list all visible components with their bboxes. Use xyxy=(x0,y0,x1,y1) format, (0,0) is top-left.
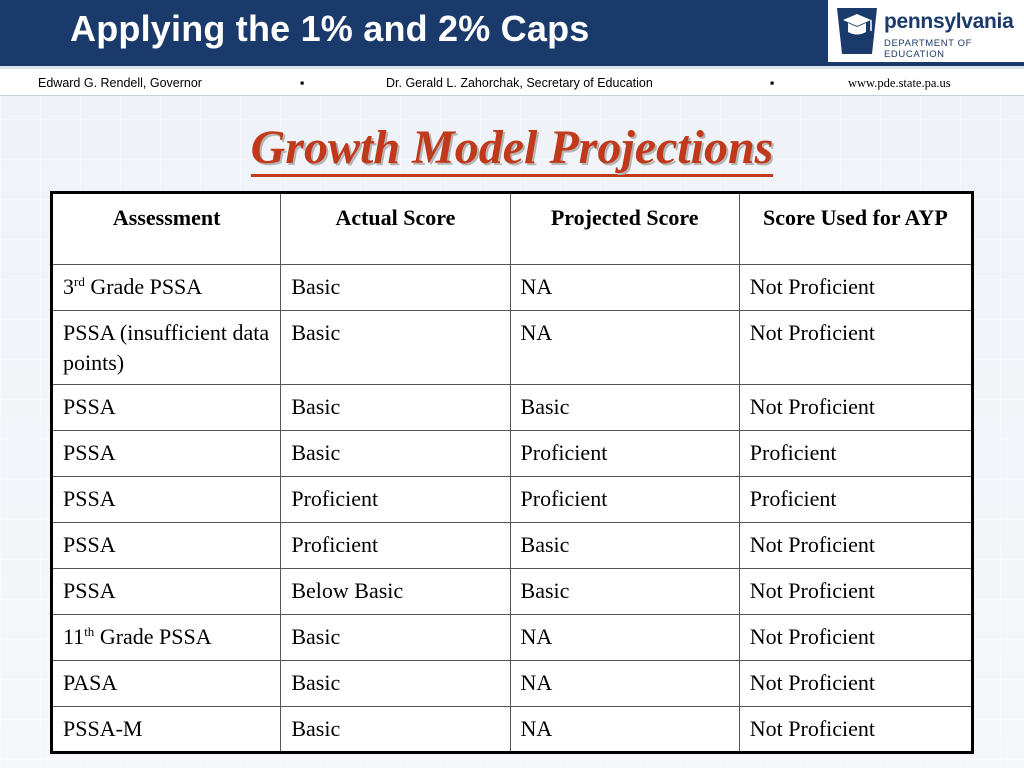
page-heading: Growth Model Projections xyxy=(0,120,1024,177)
separator-bullet: ▪ xyxy=(770,76,775,90)
secretary-credit: Dr. Gerald L. Zahorchak, Secretary of Ed… xyxy=(386,76,653,90)
actual-score-cell: Proficient xyxy=(280,522,511,569)
table-row: PSSA Proficient Proficient Proficient xyxy=(50,476,974,523)
table-row: PSSA Basic Basic Not Proficient xyxy=(50,384,974,431)
ayp-score-cell: Not Proficient xyxy=(738,706,974,753)
column-header: Assessment xyxy=(50,192,282,265)
table-header-row: Assessment Actual Score Projected Score … xyxy=(50,192,974,265)
ayp-score-cell: Not Proficient xyxy=(738,614,974,661)
actual-score-cell: Basic xyxy=(280,430,511,477)
title-bar: Applying the 1% and 2% Caps pennsylvania… xyxy=(0,0,1024,66)
projected-score-cell: NA xyxy=(509,310,740,385)
assessment-cell: 11th Grade PSSA xyxy=(50,614,282,661)
table-row: PASA Basic NA Not Proficient xyxy=(50,660,974,707)
assessment-cell: PSSA (insufficient data points) xyxy=(50,310,282,385)
column-header: Actual Score xyxy=(280,192,511,265)
projected-score-cell: Proficient xyxy=(509,430,740,477)
projected-score-cell: Basic xyxy=(509,522,740,569)
ayp-score-cell: Not Proficient xyxy=(738,384,974,431)
ayp-score-cell: Not Proficient xyxy=(738,310,974,385)
ayp-score-cell: Proficient xyxy=(738,476,974,523)
projections-table: Assessment Actual Score Projected Score … xyxy=(50,191,974,754)
table-row: PSSA Proficient Basic Not Proficient xyxy=(50,522,974,569)
actual-score-cell: Below Basic xyxy=(280,568,511,615)
ayp-score-cell: Not Proficient xyxy=(738,264,974,311)
assessment-cell: PSSA xyxy=(50,430,282,477)
assessment-cell: PSSA xyxy=(50,522,282,569)
slide-title: Applying the 1% and 2% Caps xyxy=(70,8,590,49)
governor-credit: Edward G. Rendell, Governor xyxy=(38,76,202,90)
table-row: PSSA Below Basic Basic Not Proficient xyxy=(50,568,974,615)
actual-score-cell: Basic xyxy=(280,660,511,707)
logo-subtitle: DEPARTMENT OF EDUCATION xyxy=(884,38,973,60)
logo-wordmark: pennsylvania xyxy=(884,10,1014,33)
actual-score-cell: Basic xyxy=(280,706,511,753)
projected-score-cell: Proficient xyxy=(509,476,740,523)
projected-score-cell: NA xyxy=(509,614,740,661)
table-row: 3rd Grade PSSA Basic NA Not Proficient xyxy=(50,264,974,311)
table-row: PSSA (insufficient data points) Basic NA… xyxy=(50,310,974,385)
table-row: 11th Grade PSSA Basic NA Not Proficient xyxy=(50,614,974,661)
projected-score-cell: Basic xyxy=(509,384,740,431)
projected-score-cell: NA xyxy=(509,660,740,707)
assessment-cell: PSSA xyxy=(50,476,282,523)
website-link[interactable]: www.pde.state.pa.us xyxy=(848,76,951,90)
actual-score-cell: Proficient xyxy=(280,476,511,523)
assessment-cell: PSSA-M xyxy=(50,706,282,753)
page-heading-text: Growth Model Projections xyxy=(250,121,774,177)
ayp-score-cell: Not Proficient xyxy=(738,522,974,569)
assessment-cell: PASA xyxy=(50,660,282,707)
column-header: Projected Score xyxy=(509,192,740,265)
projected-score-cell: Basic xyxy=(509,568,740,615)
assessment-cell: 3rd Grade PSSA xyxy=(50,264,282,311)
actual-score-cell: Basic xyxy=(280,264,511,311)
projected-score-cell: NA xyxy=(509,706,740,753)
keystone-icon xyxy=(837,8,877,54)
ayp-score-cell: Proficient xyxy=(738,430,974,477)
projections-table-container: Assessment Actual Score Projected Score … xyxy=(50,191,974,754)
assessment-cell: PSSA xyxy=(50,384,282,431)
ayp-score-cell: Not Proficient xyxy=(738,660,974,707)
projected-score-cell: NA xyxy=(509,264,740,311)
actual-score-cell: Basic xyxy=(280,310,511,385)
assessment-cell: PSSA xyxy=(50,568,282,615)
column-header: Score Used for AYP xyxy=(738,192,974,265)
actual-score-cell: Basic xyxy=(280,384,511,431)
actual-score-cell: Basic xyxy=(280,614,511,661)
separator-bullet: ▪ xyxy=(300,76,305,90)
table-row: PSSA-M Basic NA Not Proficient xyxy=(50,706,974,753)
credits-bar: Edward G. Rendell, Governor ▪ Dr. Gerald… xyxy=(0,66,1024,96)
table-row: PSSA Basic Proficient Proficient xyxy=(50,430,974,477)
pde-logo: pennsylvania DEPARTMENT OF EDUCATION xyxy=(828,0,1024,62)
ayp-score-cell: Not Proficient xyxy=(738,568,974,615)
